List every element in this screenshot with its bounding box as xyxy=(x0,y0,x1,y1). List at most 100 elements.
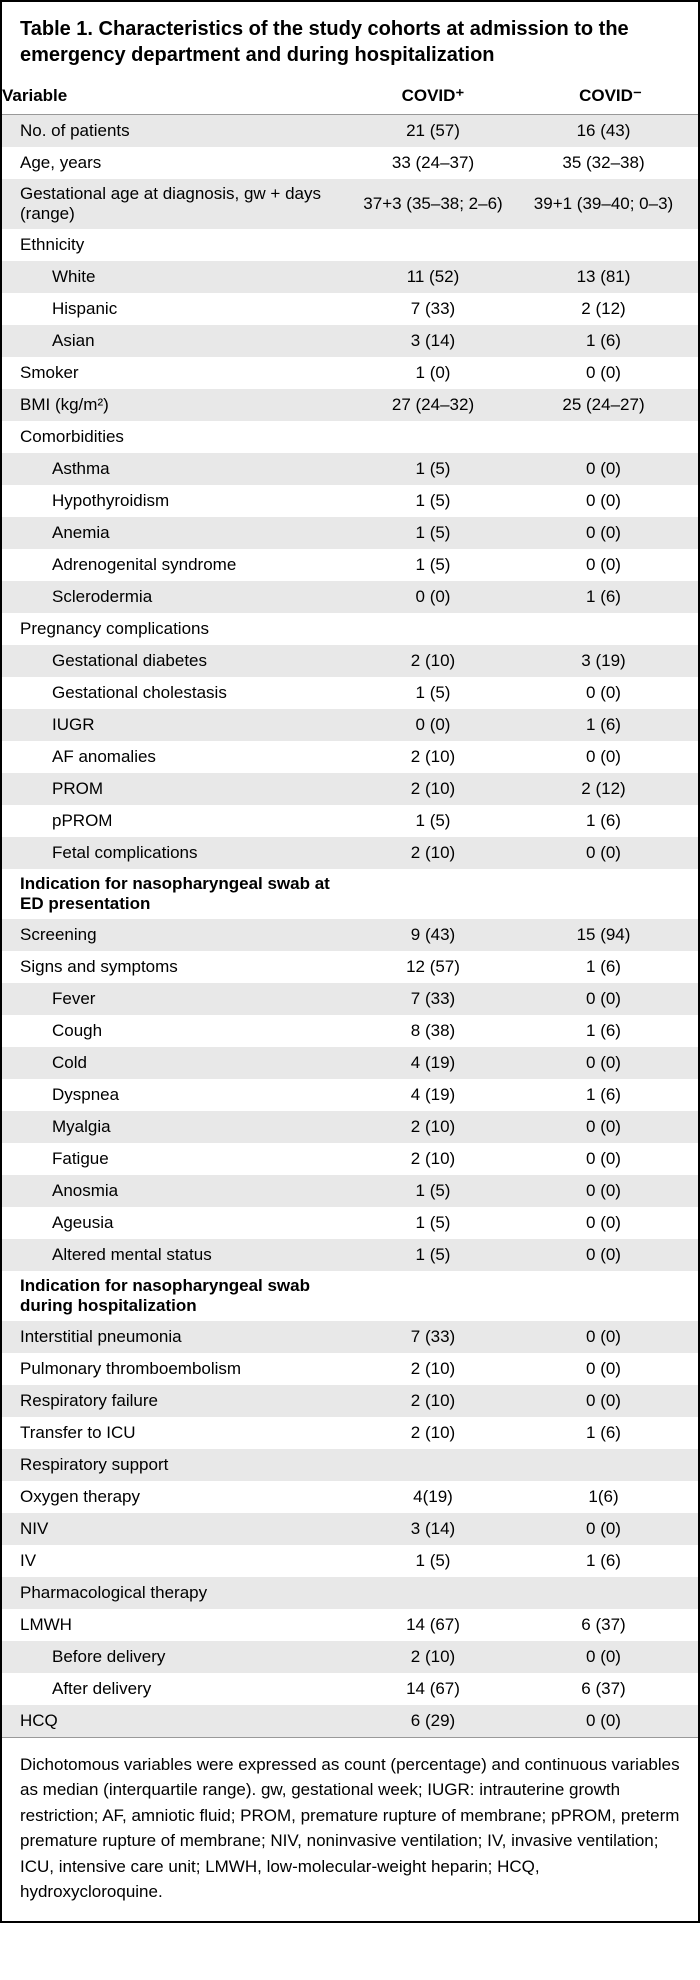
row-covid-pos: 9 (43) xyxy=(343,919,523,951)
row-covid-neg xyxy=(523,869,698,919)
row-label: Before delivery xyxy=(2,1641,343,1673)
row-covid-pos xyxy=(343,869,523,919)
row-covid-pos xyxy=(343,1271,523,1321)
row-covid-pos: 4(19) xyxy=(343,1481,523,1513)
row-label: Indication for nasopharyngeal swab durin… xyxy=(2,1271,343,1321)
row-covid-pos: 2 (10) xyxy=(343,837,523,869)
row-covid-pos: 1 (5) xyxy=(343,549,523,581)
table-row: Ageusia1 (5)0 (0) xyxy=(2,1207,698,1239)
row-covid-neg: 0 (0) xyxy=(523,453,698,485)
row-covid-pos: 0 (0) xyxy=(343,581,523,613)
row-label: No. of patients xyxy=(2,115,343,147)
row-covid-pos: 21 (57) xyxy=(343,115,523,147)
table-row: Adrenogenital syndrome1 (5)0 (0) xyxy=(2,549,698,581)
table-row: Fetal complications2 (10)0 (0) xyxy=(2,837,698,869)
row-covid-pos xyxy=(343,229,523,261)
row-covid-neg: 1(6) xyxy=(523,1481,698,1513)
row-covid-pos: 1 (5) xyxy=(343,1545,523,1577)
row-covid-neg: 0 (0) xyxy=(523,1175,698,1207)
row-covid-pos: 1 (5) xyxy=(343,677,523,709)
row-label: Respiratory support xyxy=(2,1449,343,1481)
row-covid-neg: 1 (6) xyxy=(523,1015,698,1047)
row-covid-pos xyxy=(343,1577,523,1609)
table-row: Signs and symptoms12 (57)1 (6) xyxy=(2,951,698,983)
table-row: Hypothyroidism1 (5)0 (0) xyxy=(2,485,698,517)
row-covid-neg: 35 (32–38) xyxy=(523,147,698,179)
row-covid-neg xyxy=(523,1449,698,1481)
row-label: Cough xyxy=(2,1015,343,1047)
row-label: PROM xyxy=(2,773,343,805)
table-row: Pulmonary thromboembolism2 (10)0 (0) xyxy=(2,1353,698,1385)
row-covid-neg: 15 (94) xyxy=(523,919,698,951)
row-label: Ageusia xyxy=(2,1207,343,1239)
row-covid-neg: 1 (6) xyxy=(523,1417,698,1449)
row-label: Indication for nasopharyngeal swab at ED… xyxy=(2,869,343,919)
header-covid-neg: COVID⁻ xyxy=(523,78,698,115)
row-covid-pos: 8 (38) xyxy=(343,1015,523,1047)
row-covid-pos: 3 (14) xyxy=(343,325,523,357)
row-covid-pos: 1 (5) xyxy=(343,1207,523,1239)
row-label: Adrenogenital syndrome xyxy=(2,549,343,581)
table-row: Age, years33 (24–37)35 (32–38) xyxy=(2,147,698,179)
table-row: Indication for nasopharyngeal swab durin… xyxy=(2,1271,698,1321)
row-label: Sclerodermia xyxy=(2,581,343,613)
table-row: Before delivery2 (10)0 (0) xyxy=(2,1641,698,1673)
row-label: Gestational age at diagnosis, gw + days … xyxy=(2,179,343,229)
table-row: Hispanic7 (33)2 (12) xyxy=(2,293,698,325)
row-covid-pos: 33 (24–37) xyxy=(343,147,523,179)
row-covid-neg: 1 (6) xyxy=(523,1079,698,1111)
row-covid-pos xyxy=(343,421,523,453)
row-covid-pos: 14 (67) xyxy=(343,1673,523,1705)
table-row: Cough8 (38)1 (6) xyxy=(2,1015,698,1047)
row-label: Fatigue xyxy=(2,1143,343,1175)
row-covid-neg: 0 (0) xyxy=(523,357,698,389)
row-label: Pulmonary thromboembolism xyxy=(2,1353,343,1385)
table-row: Asthma1 (5)0 (0) xyxy=(2,453,698,485)
row-label: Signs and symptoms xyxy=(2,951,343,983)
row-covid-pos: 0 (0) xyxy=(343,709,523,741)
table-row: Anemia1 (5)0 (0) xyxy=(2,517,698,549)
table-header-row: Variable COVID⁺ COVID⁻ xyxy=(2,78,698,115)
row-label: Transfer to ICU xyxy=(2,1417,343,1449)
table-row: IV1 (5)1 (6) xyxy=(2,1545,698,1577)
row-label: BMI (kg/m²) xyxy=(2,389,343,421)
row-label: Gestational cholestasis xyxy=(2,677,343,709)
row-covid-neg: 0 (0) xyxy=(523,1047,698,1079)
row-covid-neg: 0 (0) xyxy=(523,1321,698,1353)
row-covid-pos: 2 (10) xyxy=(343,1111,523,1143)
row-covid-neg: 6 (37) xyxy=(523,1609,698,1641)
row-label: Asthma xyxy=(2,453,343,485)
row-label: Altered mental status xyxy=(2,1239,343,1271)
table-row: Indication for nasopharyngeal swab at ED… xyxy=(2,869,698,919)
row-covid-neg: 0 (0) xyxy=(523,983,698,1015)
row-covid-neg: 0 (0) xyxy=(523,837,698,869)
table-row: AF anomalies2 (10)0 (0) xyxy=(2,741,698,773)
row-label: Ethnicity xyxy=(2,229,343,261)
table-row: White11 (52)13 (81) xyxy=(2,261,698,293)
table-row: Respiratory support xyxy=(2,1449,698,1481)
row-covid-pos: 2 (10) xyxy=(343,1417,523,1449)
table-footnote: Dichotomous variables were expressed as … xyxy=(2,1737,698,1921)
row-label: Pharmacological therapy xyxy=(2,1577,343,1609)
row-covid-neg: 2 (12) xyxy=(523,773,698,805)
row-covid-neg: 0 (0) xyxy=(523,1385,698,1417)
row-covid-pos: 2 (10) xyxy=(343,1641,523,1673)
row-label: Hypothyroidism xyxy=(2,485,343,517)
row-label: Oxygen therapy xyxy=(2,1481,343,1513)
row-label: Hispanic xyxy=(2,293,343,325)
row-covid-pos: 37+3 (35–38; 2–6) xyxy=(343,179,523,229)
row-covid-pos: 2 (10) xyxy=(343,741,523,773)
table-row: Transfer to ICU2 (10)1 (6) xyxy=(2,1417,698,1449)
table-row: Ethnicity xyxy=(2,229,698,261)
row-label: HCQ xyxy=(2,1705,343,1737)
row-covid-neg: 3 (19) xyxy=(523,645,698,677)
row-label: Interstitial pneumonia xyxy=(2,1321,343,1353)
table-row: Anosmia1 (5)0 (0) xyxy=(2,1175,698,1207)
row-covid-pos: 1 (5) xyxy=(343,485,523,517)
row-covid-neg: 1 (6) xyxy=(523,805,698,837)
table-row: IUGR0 (0)1 (6) xyxy=(2,709,698,741)
table-row: Asian3 (14)1 (6) xyxy=(2,325,698,357)
row-covid-neg: 1 (6) xyxy=(523,581,698,613)
row-label: Cold xyxy=(2,1047,343,1079)
row-covid-pos: 2 (10) xyxy=(343,773,523,805)
